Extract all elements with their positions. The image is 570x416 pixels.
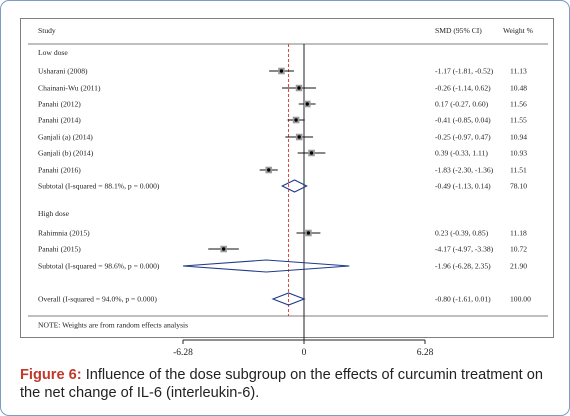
weight-text: 11.18	[510, 229, 527, 238]
effect-text: -0.26 (-1.14, 0.62)	[435, 84, 491, 93]
header-weight: Weight %	[503, 26, 534, 35]
effect-text: 0.39 (-0.33, 1.11)	[435, 149, 488, 158]
group-title: High dose	[38, 209, 70, 218]
subtotal-diamond	[182, 259, 350, 273]
weight-text: 10.93	[510, 149, 527, 158]
x-tick-label: -6.28	[173, 348, 193, 358]
point-estimate	[267, 168, 271, 172]
point-estimate	[309, 151, 314, 155]
overall-diamond-effect-text: -0.80 (-1.61, 0.01)	[435, 295, 491, 304]
effect-text: 0.17 (-0.27, 0.60)	[435, 100, 489, 109]
study-label: Panahi (2015)	[38, 245, 81, 254]
point-estimate	[294, 118, 298, 122]
figure-label: Figure 6:	[20, 367, 82, 383]
subtotal-diamond-weight-text: 21.90	[510, 262, 527, 271]
point-estimate	[305, 102, 309, 106]
study-label: Usharani (2008)	[38, 67, 88, 76]
weight-text: 10.94	[510, 133, 527, 142]
subtotal-diamond-label: Subtotal (I-squared = 98.6%, p = 0.000)	[38, 262, 160, 271]
weight-text: 11.51	[510, 166, 527, 175]
study-label: Chainani-Wu (2011)	[38, 84, 101, 93]
group-title: Low dose	[38, 48, 68, 57]
weight-text: 11.55	[510, 116, 527, 125]
point-estimate	[279, 69, 284, 73]
weight-text: 11.56	[510, 100, 527, 109]
subtotal-diamond-effect-text: -1.96 (-6.28, 2.35)	[435, 262, 491, 271]
point-estimate	[306, 231, 311, 235]
weight-text: 10.72	[510, 245, 527, 254]
study-label: Panahi (2012)	[38, 100, 81, 109]
effect-text: -4.17 (-4.97, -3.38)	[435, 245, 494, 254]
effect-text: -1.17 (-1.81, -0.52)	[435, 67, 494, 76]
x-tick-label: 0	[302, 348, 307, 358]
figure-caption-text: Influence of the dose subgroup on the ef…	[20, 367, 543, 401]
point-estimate	[221, 247, 226, 251]
figure-caption: Figure 6: Influence of the dose subgroup…	[20, 366, 555, 402]
effect-text: -1.83 (-2.30, -1.36)	[435, 166, 494, 175]
overall-diamond-label: Overall (I-squared = 94.0%, p = 0.000)	[38, 295, 157, 304]
weights-note: NOTE: Weights are from random effects an…	[38, 321, 188, 330]
weight-text: 11.13	[510, 67, 527, 76]
effect-text: -0.41 (-0.85, 0.04)	[435, 116, 491, 125]
study-label: Rahimnia (2015)	[38, 229, 90, 238]
x-tick-label: 6.28	[417, 348, 434, 358]
subtotal-diamond-weight-text: 78.10	[510, 182, 527, 191]
header-effect: SMD (95% CI)	[435, 26, 482, 35]
overall-diamond	[271, 292, 306, 306]
study-label: Ganjali (a) (2014)	[38, 133, 93, 142]
weight-text: 10.48	[510, 84, 527, 93]
point-estimate	[297, 135, 301, 139]
subtotal-diamond-label: Subtotal (I-squared = 88.1%, p = 0.000)	[38, 182, 160, 191]
effect-text: -0.25 (-0.97, 0.47)	[435, 133, 491, 142]
point-estimate	[297, 86, 301, 90]
overall-diamond-weight-text: 100.00	[510, 295, 531, 304]
study-label: Panahi (2014)	[38, 116, 81, 125]
subtotal-diamond	[280, 179, 308, 193]
effect-text: 0.23 (-0.39, 0.85)	[435, 229, 489, 238]
subtotal-diamond-effect-text: -0.49 (-1.13, 0.14)	[435, 182, 491, 191]
study-label: Ganjali (b) (2014)	[38, 149, 94, 158]
header-study: Study	[38, 26, 56, 35]
study-label: Panahi (2016)	[38, 166, 81, 175]
